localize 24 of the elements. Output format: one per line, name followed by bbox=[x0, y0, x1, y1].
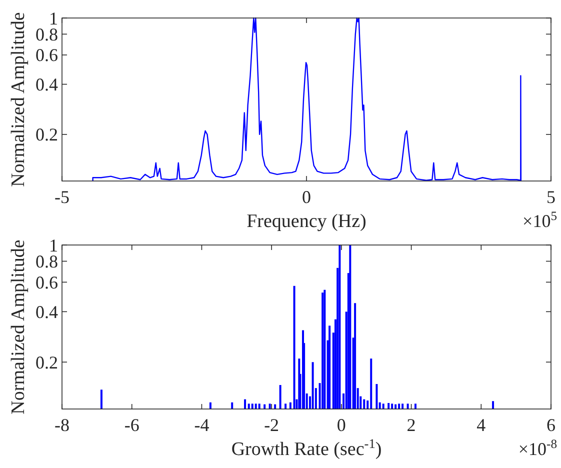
x-tick-label: -5 bbox=[54, 187, 70, 207]
x-tick-label: -6 bbox=[124, 415, 140, 435]
x-tick-label: 2 bbox=[406, 415, 416, 435]
y-tick-label: 0.6 bbox=[36, 272, 58, 292]
y-tick-label: 0.4 bbox=[36, 74, 58, 95]
text: ×10$^{5}$ bbox=[522, 209, 557, 231]
x-tick-label: 6 bbox=[546, 415, 556, 435]
x-tick-label: 4 bbox=[476, 415, 486, 435]
y-tick-label: 0.2 bbox=[36, 352, 58, 372]
y-tick-label: 0.4 bbox=[36, 302, 58, 322]
line-series bbox=[92, 17, 522, 182]
x-tick-label: -8 bbox=[54, 415, 70, 435]
text: ×10$^{-8}$ bbox=[518, 437, 557, 459]
x-tick-label: -2 bbox=[264, 415, 280, 435]
x-tick-label: 0 bbox=[302, 187, 311, 207]
y-axis-title: Normalized Amplitude bbox=[8, 12, 29, 187]
y-tick-label: 0.6 bbox=[36, 45, 58, 66]
x-axis-title: Frequency (Hz) bbox=[246, 211, 366, 232]
y-tick-label: 0.2 bbox=[36, 124, 58, 145]
x-axis-title: Growth Rate (sec$^{-1}$) bbox=[231, 436, 382, 460]
x-tick-label: 5 bbox=[546, 187, 556, 207]
x-tick-label: -4 bbox=[194, 415, 210, 435]
x-tick-label: 0 bbox=[336, 415, 346, 435]
y-axis-title: Normalized Amplitude bbox=[8, 240, 29, 414]
